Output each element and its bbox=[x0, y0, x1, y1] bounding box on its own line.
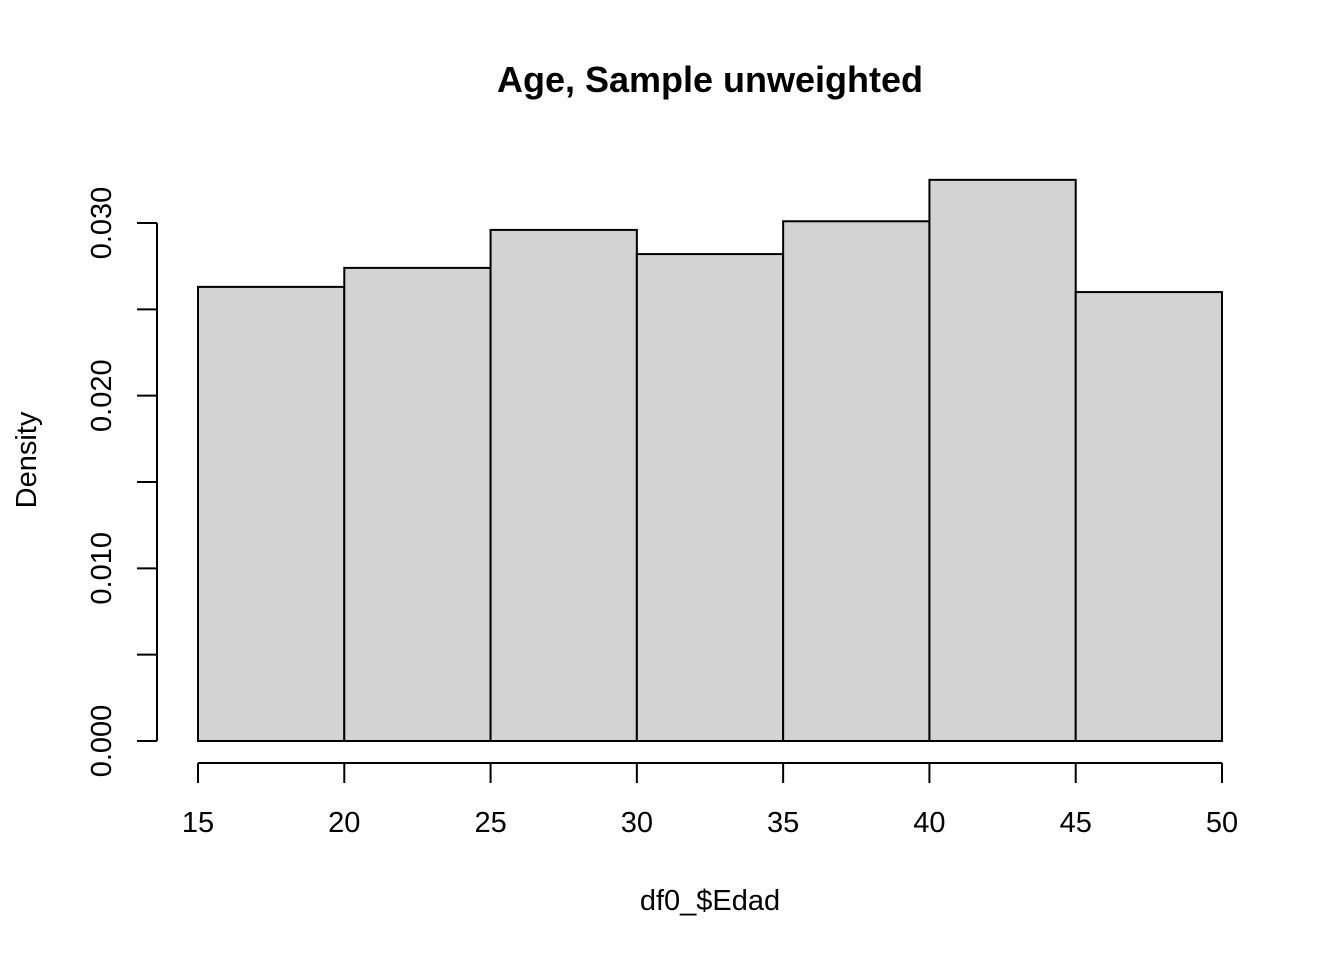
x-tick-label: 45 bbox=[1060, 807, 1092, 839]
x-tick-label: 25 bbox=[474, 807, 506, 839]
y-axis: 0.000 0.010 0.020 0.030 bbox=[86, 187, 158, 778]
chart-title: Age, Sample unweighted bbox=[497, 59, 923, 100]
y-tick-label: 0.020 bbox=[86, 359, 118, 432]
histogram-bar-0 bbox=[197, 285, 346, 742]
x-tick-label: 35 bbox=[767, 807, 799, 839]
x-tick-label: 50 bbox=[1206, 807, 1238, 839]
y-tick-label: 0.000 bbox=[86, 705, 118, 778]
x-axis-label: df0_$Edad bbox=[640, 885, 780, 917]
histogram-bar-1 bbox=[343, 266, 492, 742]
x-tick-label: 15 bbox=[182, 807, 214, 839]
x-tick-label: 40 bbox=[913, 807, 945, 839]
x-tick-label: 30 bbox=[621, 807, 653, 839]
x-tick-label: 20 bbox=[328, 807, 360, 839]
histogram-bar-2 bbox=[489, 228, 638, 742]
y-axis-label: Density bbox=[11, 411, 43, 508]
x-axis: 15 20 25 30 35 40 45 50 bbox=[182, 762, 1238, 839]
histogram-bar-6 bbox=[1074, 291, 1223, 742]
bars-group bbox=[197, 178, 1223, 743]
histogram-bar-3 bbox=[635, 253, 785, 743]
histogram-bar-4 bbox=[782, 220, 931, 743]
histogram-bar-5 bbox=[928, 178, 1077, 743]
y-tick-label: 0.010 bbox=[86, 532, 118, 605]
y-tick-label: 0.030 bbox=[86, 187, 118, 260]
